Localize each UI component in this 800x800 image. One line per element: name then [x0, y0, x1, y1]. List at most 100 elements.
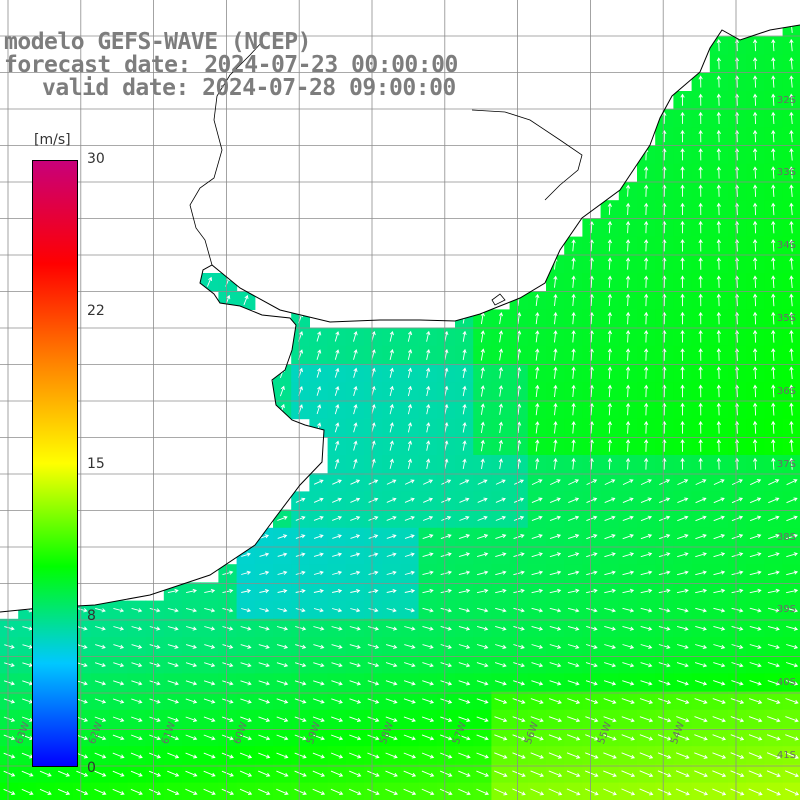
wind-arrow: [622, 644, 635, 649]
wind-arrow: [549, 570, 562, 576]
wind-arrow: [421, 716, 435, 723]
wind-arrow: [567, 588, 580, 594]
wind-arrow: [385, 734, 398, 741]
wind-arrow: [625, 239, 631, 252]
wind-arrow: [404, 588, 416, 594]
wind-arrow: [658, 570, 671, 576]
wind-arrow: [258, 716, 271, 722]
wind-arrow: [368, 497, 379, 503]
wind-arrow: [622, 625, 635, 631]
wind-arrow: [753, 220, 758, 234]
wind-arrow: [476, 716, 489, 723]
wind-arrow: [458, 662, 471, 668]
wind-arrow: [771, 366, 776, 380]
wind-arrow: [349, 680, 362, 686]
wind-arrow: [567, 662, 580, 668]
wind-arrow: [753, 148, 758, 161]
wind-arrow: [603, 770, 617, 778]
wind-arrow: [294, 680, 307, 686]
wind-arrow: [440, 644, 452, 649]
wind-arrow: [112, 752, 125, 759]
wind-arrow: [348, 788, 362, 796]
wind-arrow: [203, 698, 216, 704]
wind-arrow: [259, 570, 270, 575]
wind-arrow: [789, 293, 794, 307]
wind-arrow: [694, 752, 708, 759]
wind-arrow: [368, 608, 379, 613]
wind-arrow: [331, 644, 343, 649]
wind-arrow: [607, 384, 613, 398]
wind-arrow: [458, 770, 471, 777]
wind-arrow: [753, 293, 758, 307]
wind-arrow: [716, 239, 721, 252]
wind-arrow: [748, 752, 763, 759]
wind-arrow: [749, 662, 762, 668]
wind-arrow: [331, 716, 344, 722]
wind-arrow: [186, 588, 197, 594]
wind-arrow: [753, 329, 758, 343]
wind-cell: [382, 782, 401, 800]
wind-arrow: [676, 607, 689, 613]
wind-arrow: [404, 626, 416, 631]
wind-arrow: [353, 367, 358, 378]
wind-arrow: [622, 497, 634, 504]
wind-arrow: [444, 422, 449, 433]
wind-arrow: [462, 348, 467, 361]
wind-arrow: [567, 680, 580, 686]
wind-arrow: [771, 75, 776, 88]
wind-arrow: [76, 716, 89, 722]
wind-arrow: [716, 166, 721, 179]
wind-arrow: [548, 788, 563, 796]
wind-arrow: [607, 421, 613, 434]
wind-arrow: [276, 680, 289, 686]
wind-arrow: [716, 311, 721, 325]
wind-arrow: [622, 607, 635, 613]
wind-arrow: [385, 770, 398, 777]
wind-arrow: [332, 570, 343, 575]
wind-arrow: [568, 515, 580, 522]
wind-arrow: [785, 734, 799, 741]
wind-arrow: [440, 734, 453, 741]
wind-arrow: [386, 588, 397, 594]
wind-arrow: [258, 752, 271, 759]
wind-arrow: [149, 716, 161, 722]
wind-arrow: [716, 129, 721, 143]
wind-arrow: [294, 662, 307, 668]
wind-arrow: [553, 439, 558, 452]
wind-arrow: [512, 752, 526, 759]
wind-arrow: [712, 752, 727, 759]
wind-arrow: [76, 752, 89, 759]
wind-arrow: [258, 698, 271, 704]
wind-arrow: [639, 734, 654, 741]
wind-arrow: [167, 698, 180, 704]
wind-arrow: [386, 534, 397, 539]
wind-arrow: [76, 734, 89, 741]
wind-arrow: [350, 497, 361, 503]
wind-arrow: [607, 457, 612, 470]
wind-arrow: [716, 457, 721, 470]
lat-label: 37S: [776, 459, 796, 470]
wind-arrow: [657, 734, 672, 741]
wind-arrow: [239, 770, 253, 777]
wind-cell: [546, 782, 565, 800]
wind-arrow: [607, 257, 613, 270]
wind-arrow: [535, 457, 540, 470]
wind-arrow: [553, 275, 558, 288]
wind-arrow: [548, 698, 562, 704]
wind-arrow: [330, 788, 344, 796]
wind-arrow: [422, 570, 434, 576]
wind-arrow: [367, 788, 380, 796]
wind-arrow: [458, 570, 471, 576]
wind-arrow: [753, 257, 758, 270]
wind-arrow: [659, 497, 671, 504]
wind-arrow: [332, 534, 342, 539]
wind-arrow: [644, 330, 649, 343]
wind-arrow: [713, 479, 725, 486]
wind-arrow: [785, 680, 799, 686]
wind-arrow: [350, 515, 361, 521]
wind-arrow: [444, 367, 449, 378]
wind-arrow: [94, 734, 107, 741]
wind-arrow: [644, 184, 649, 197]
wind-arrow: [640, 533, 653, 540]
wind-arrow: [784, 788, 800, 796]
